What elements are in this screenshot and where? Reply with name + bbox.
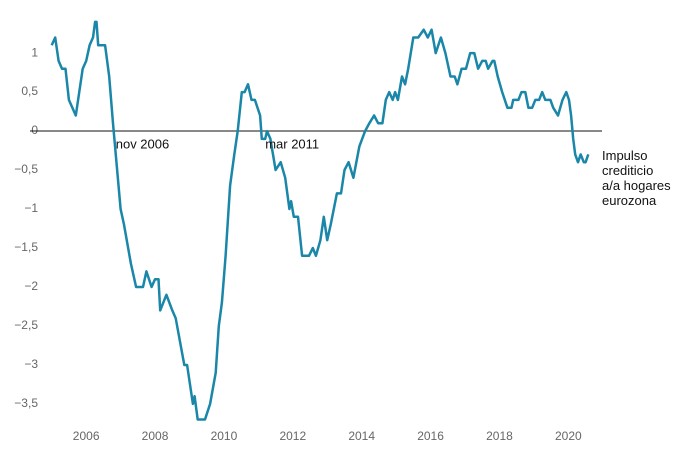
x-tick-label: 2014 [348, 429, 375, 443]
y-tick-label: 0 [31, 123, 38, 137]
y-tick-label: −3,5 [14, 396, 38, 410]
x-tick-label: 2008 [142, 429, 169, 443]
x-tick-label: 2016 [417, 429, 444, 443]
series-label: Impulso crediticio a/a hogares eurozona [602, 148, 671, 208]
annotation: mar 2011 [265, 136, 319, 151]
y-tick-label: −2 [24, 279, 38, 293]
annotation: nov 2006 [116, 136, 169, 151]
y-tick-label: −1,5 [14, 240, 38, 254]
x-tick-label: 2006 [73, 429, 100, 443]
y-tick-label: 0,5 [21, 84, 38, 98]
x-tick-label: 2018 [486, 429, 513, 443]
y-tick-label: 1 [31, 45, 38, 59]
y-tick-label: −1 [24, 201, 38, 215]
x-tick-label: 2020 [555, 429, 582, 443]
line [50, 20, 590, 421]
y-tick-label: −3 [24, 357, 38, 371]
y-tick-label: −2,5 [14, 318, 38, 332]
x-tick-label: 2012 [279, 429, 306, 443]
x-tick-label: 2010 [211, 429, 238, 443]
y-tick-label: −0,5 [14, 162, 38, 176]
